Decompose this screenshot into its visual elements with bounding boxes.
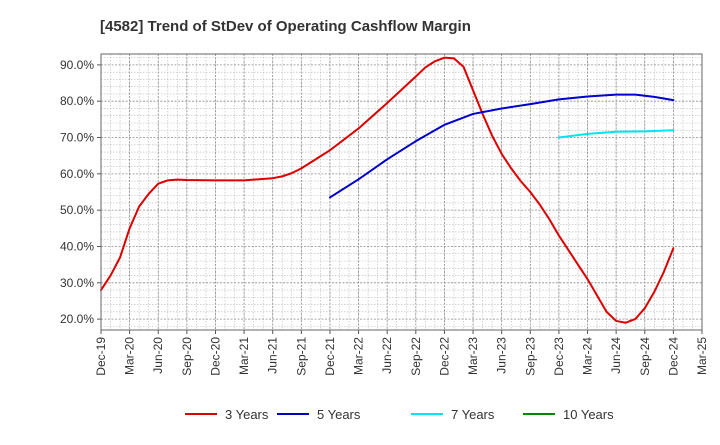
x-tick-label: Dec-22 [437, 337, 451, 376]
y-tick-label: 80.0% [60, 94, 94, 108]
series-lines [100, 56, 675, 324]
x-tick-label: Jun-20 [151, 337, 165, 374]
x-tick-label: Mar-24 [581, 337, 595, 375]
x-tick-label: Dec-19 [94, 337, 108, 376]
x-tick-label: Sep-21 [294, 337, 308, 376]
y-tick-label: 70.0% [60, 131, 94, 145]
plot-frame [100, 53, 703, 331]
series-line-7-years [557, 129, 675, 139]
y-tick-label: 90.0% [60, 58, 94, 72]
y-axis: 20.0% 30.0% 40.0% 50.0% 60.0% 70.0% 80.0% 90.0% [60, 58, 101, 326]
x-tick-label: Jun-24 [609, 337, 623, 374]
x-tick-label: Sep-23 [523, 337, 537, 376]
y-tick-label: 20.0% [60, 312, 94, 326]
legend: 3 Years 5 Years 7 Years 10 Years [185, 407, 614, 422]
x-tick-label: Dec-20 [208, 337, 222, 376]
x-tick-label: Sep-22 [409, 337, 423, 376]
series-line-3-years [100, 56, 675, 324]
y-tick-label: 30.0% [60, 276, 94, 290]
x-tick-label: Dec-21 [323, 337, 337, 376]
x-tick-label: Dec-24 [666, 337, 680, 376]
x-tick-label: Jun-22 [380, 337, 394, 374]
x-tick-label: Mar-25 [695, 337, 709, 375]
legend-label-5-years: 5 Years [317, 407, 361, 422]
series-line-5-years [328, 93, 675, 199]
y-tick-label: 40.0% [60, 239, 94, 253]
x-axis: Dec-19 Mar-20 Jun-20 Sep-20 Dec-20 Mar-21 Jun-… [94, 330, 709, 376]
x-tick-label: Dec-23 [552, 337, 566, 376]
x-tick-label: Mar-21 [237, 337, 251, 375]
legend-label-10-years: 10 Years [563, 407, 614, 422]
x-tick-label: Mar-23 [466, 337, 480, 375]
grid-lines [100, 54, 703, 330]
x-tick-label: Mar-22 [352, 337, 366, 375]
x-tick-label: Jun-21 [266, 337, 280, 374]
x-tick-label: Sep-20 [180, 337, 194, 376]
x-tick-label: Mar-20 [123, 337, 137, 375]
y-tick-label: 50.0% [60, 203, 94, 217]
plot-area [101, 54, 702, 330]
x-tick-label: Jun-23 [495, 337, 509, 374]
legend-label-7-years: 7 Years [451, 407, 495, 422]
y-tick-label: 60.0% [60, 167, 94, 181]
x-tick-label: Sep-24 [638, 337, 652, 376]
chart-title: [4582] Trend of StDev of Operating Cashf… [100, 18, 471, 35]
legend-label-3-years: 3 Years [225, 407, 269, 422]
